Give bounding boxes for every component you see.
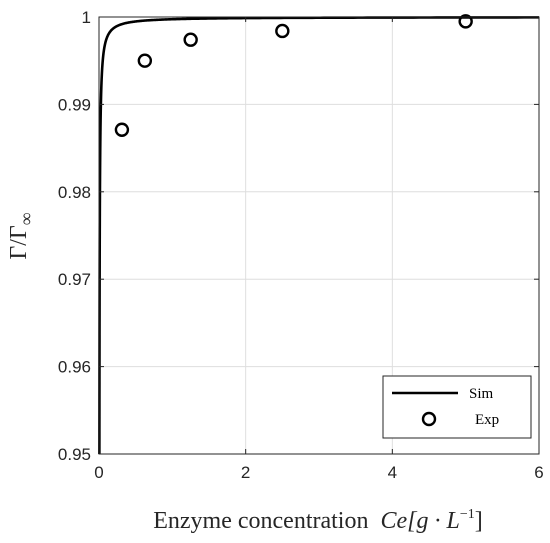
exp-point [114,122,130,137]
x-tick-label: 2 [241,463,250,482]
legend-box [382,375,532,439]
legend-exp-label: Exp [475,412,499,428]
y-axis-label: Γ/Γ∞ [6,212,36,259]
x-tick-label: 4 [388,463,397,482]
exp-point [458,14,473,29]
y-axis-label-main: Γ/Γ [6,225,32,260]
series-exp-points [114,14,473,137]
x-axis-label-sup: −1 [460,507,475,522]
y-tick-label: 0.97 [58,270,91,289]
x-axis-label-text: Enzyme concentration [153,508,368,534]
x-tick-label: 0 [94,463,103,482]
exp-point [275,23,290,39]
y-tick-label: 0.99 [58,95,91,114]
x-axis-label: Enzyme concentration Ce[g · L−1] [153,507,483,534]
x-axis-label-math: Ce[g · L [380,508,459,534]
x-tick-label: 6 [534,463,543,482]
legend-sim-label: Sim [469,386,494,402]
y-tick-label: 0.96 [58,358,91,377]
grid [99,17,539,454]
y-tick-label: 1 [82,8,91,27]
ticks [98,16,540,455]
y-tick-label: 0.98 [58,183,91,202]
legend-exp-swatch [421,411,437,427]
plot-frame [98,16,540,455]
legend: Sim Exp [382,375,532,439]
y-axis-label-sub: ∞ [16,212,36,225]
tick-labels: 0 2 4 6 0.95 0.96 0.97 0.98 0.99 1 [58,8,544,482]
exp-point [137,53,153,68]
exp-point [183,32,198,47]
x-axis-label-close: ] [475,508,483,534]
series-sim-line [98,16,540,455]
y-tick-label: 0.95 [58,445,91,464]
